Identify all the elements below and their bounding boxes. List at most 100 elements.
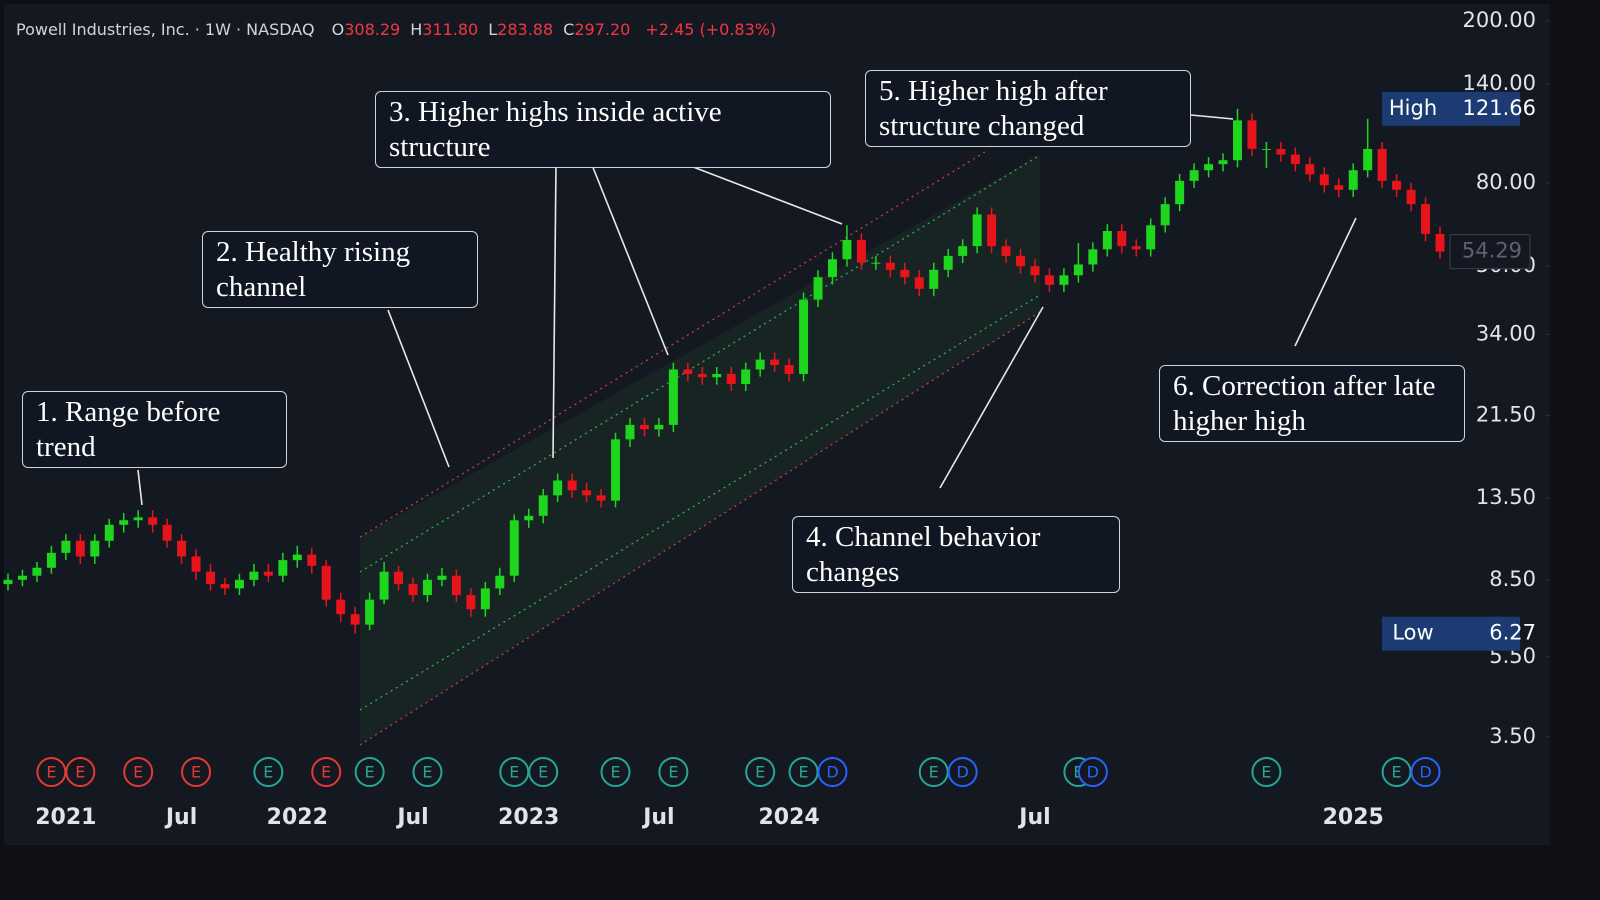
candle-body (553, 480, 563, 496)
candle-body (1175, 180, 1185, 205)
x-tick-label: Jul (395, 805, 428, 830)
candle-body (1406, 189, 1416, 205)
candle-body (1059, 275, 1069, 285)
event-marker (65, 757, 96, 787)
quote-key: O (331, 20, 345, 39)
annotation: 3. Higher highs inside active structure (375, 91, 831, 168)
candle-body (611, 439, 620, 501)
event-marker (123, 757, 154, 787)
event-marker (528, 757, 559, 787)
candle-body (1030, 266, 1040, 276)
channel-drawing (359, 151, 1041, 746)
event-marker (181, 757, 212, 787)
event-marker (817, 757, 848, 787)
candle-body (1305, 164, 1315, 175)
candle-body (1319, 174, 1329, 186)
price-marker-box (1382, 91, 1520, 126)
candle-body (538, 495, 548, 516)
quote-key: H (410, 20, 423, 39)
pointer (1190, 114, 1234, 120)
pointer (939, 306, 1044, 489)
event-label: D (826, 763, 838, 782)
candle-body (929, 269, 939, 289)
annotation: 5. Higher high after structure changed (865, 70, 1191, 147)
candle-body (972, 214, 982, 247)
candle-body (770, 359, 780, 366)
candle-body (249, 571, 259, 580)
candle-body (943, 255, 953, 270)
candle-body (1363, 148, 1373, 171)
candle-body (1088, 249, 1098, 265)
pointer (687, 164, 843, 225)
candle-body (668, 369, 678, 425)
candle-body (1276, 148, 1286, 155)
event-label: D (957, 763, 969, 782)
annotation: 1. Range before trend (22, 391, 287, 468)
candle-body (828, 259, 837, 278)
event-label: E (191, 763, 201, 782)
candle-body (799, 299, 809, 374)
candle-body (741, 369, 751, 385)
candle-body (958, 246, 968, 256)
candle-body (1435, 233, 1445, 252)
quote: O308.29 H311.80 L283.88 C297.20 (332, 20, 641, 39)
event-marker (412, 757, 443, 787)
x-tick-label: Jul (641, 805, 674, 830)
candle-body (90, 540, 100, 557)
candle-body (220, 584, 230, 589)
candle-body (987, 214, 997, 247)
x-tick-label: 2025 (1323, 805, 1384, 830)
annotation: 2. Healthy rising channel (202, 231, 478, 308)
candle-body (46, 552, 56, 568)
price-marker-name: High (1389, 96, 1437, 120)
candle-body (32, 567, 42, 576)
candle-body (133, 517, 143, 521)
event-marker (1251, 757, 1282, 787)
candle-body (1001, 246, 1011, 256)
axes: 3.505.508.5013.5021.5034.0050.0080.00140… (35, 8, 1550, 830)
candle-body (509, 520, 519, 576)
candle-body (1218, 160, 1228, 165)
candle-body (104, 524, 114, 541)
candle-body (1377, 148, 1387, 181)
header: Powell Industries, Inc. · 1W · NASDAQ O3… (16, 20, 786, 39)
candle-body (495, 575, 505, 589)
quote-value: 308.29 (344, 20, 401, 39)
x-tick-label: Jul (1017, 805, 1050, 830)
event-label: E (799, 763, 809, 782)
candle-body (379, 571, 389, 600)
last-price-box (1449, 234, 1531, 270)
quote-key: C (563, 20, 575, 39)
candle-body (336, 599, 346, 615)
quote-key: L (488, 20, 498, 39)
event-label: E (610, 763, 620, 782)
event-label: E (75, 763, 85, 782)
y-tick-label: 3.50 (1489, 724, 1536, 748)
quote-value: 283.88 (497, 20, 554, 39)
candle-body (1290, 154, 1300, 165)
x-tick-label: 2021 (35, 805, 96, 830)
candle-body (480, 588, 490, 610)
candle-body (321, 565, 331, 600)
candle-body (784, 365, 794, 374)
event-marker (947, 757, 978, 787)
event-label: E (1392, 763, 1402, 782)
x-tick-label: 2024 (758, 805, 819, 830)
candle-body (75, 540, 85, 557)
y-tick-label: 140.00 (1463, 71, 1536, 95)
event-marker (658, 757, 689, 787)
channel-mid-lower (359, 294, 1041, 711)
candle-body (1247, 120, 1257, 149)
candle-body (654, 424, 664, 430)
candle-body (755, 359, 765, 370)
y-tick-label: 21.50 (1476, 403, 1536, 427)
event-marker (1410, 757, 1441, 787)
candle-body (871, 262, 881, 264)
pointer (591, 164, 669, 356)
candle-body (162, 524, 172, 541)
candle-body (61, 540, 71, 553)
event-label: D (1419, 763, 1431, 782)
price-marker-value: 6.27 (1489, 621, 1536, 645)
candle-body (292, 554, 302, 561)
candle-body (307, 554, 317, 566)
